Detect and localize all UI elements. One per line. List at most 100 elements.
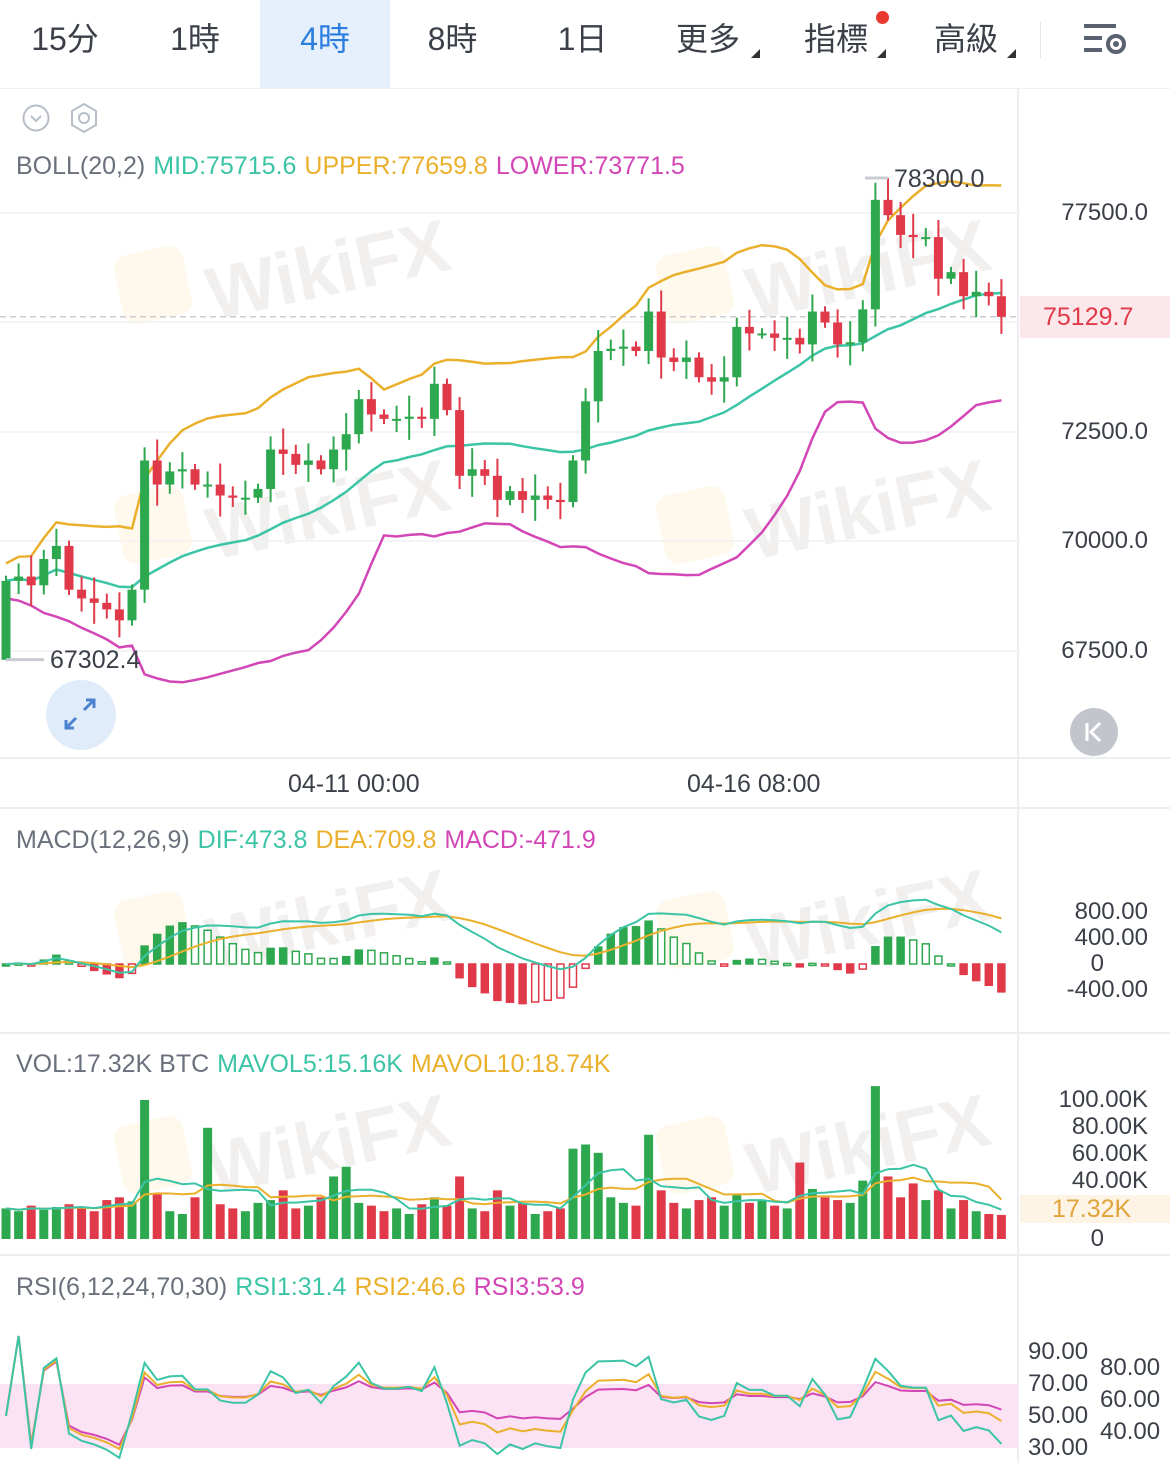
volume-bar [833, 1200, 843, 1239]
candle-body [404, 416, 414, 419]
candle-body [329, 449, 339, 470]
volume-bar [896, 1197, 906, 1239]
jump-to-latest-icon[interactable] [1070, 708, 1118, 756]
chart-settings-icon[interactable] [1082, 20, 1130, 60]
candle-body [51, 545, 61, 560]
candle-body [467, 469, 477, 476]
rsi1-line [5, 1335, 1003, 1460]
tab-1h[interactable]: 1時 [135, 0, 255, 88]
rsi-axis-label: 70.00 [1028, 1370, 1089, 1397]
tab-label: 指標 [803, 21, 868, 57]
candle-body [1, 580, 11, 660]
vol-axis-label: 0 [1090, 1225, 1104, 1252]
macd-histogram-bar [581, 963, 590, 970]
macd-histogram-bar [442, 961, 452, 965]
macd-histogram-bar [669, 936, 679, 965]
macd-title: MACD(12,26,9) [16, 826, 190, 854]
macd-histogram-bar [467, 963, 477, 988]
macd-histogram-bar [858, 963, 868, 970]
volume-bar [807, 1188, 817, 1239]
expand-arrows-icon[interactable] [46, 680, 116, 750]
chevron-down-circle-icon[interactable] [22, 104, 50, 132]
candle-body [152, 460, 162, 485]
last-volume-label: 17.32K [1052, 1195, 1132, 1223]
volume-bar [203, 1127, 213, 1239]
volume-bar [102, 1200, 112, 1239]
candle-body [266, 449, 276, 489]
candle-body [858, 309, 868, 343]
volume-bar [681, 1208, 691, 1239]
macd-histogram-bar [291, 950, 301, 965]
boll-mid-line [5, 291, 1002, 589]
boll-title: BOLL(20,2) [16, 152, 146, 180]
tab-1d[interactable]: 1日 [520, 0, 645, 88]
candle-body [480, 469, 490, 476]
candle-body [165, 471, 175, 485]
macd-histogram-bar [644, 920, 653, 965]
price-axis-label: 67500.0 [1061, 637, 1148, 664]
macd-histogram-bar [178, 922, 187, 965]
macd-histogram-bar [430, 957, 439, 965]
macd-histogram-bar [745, 958, 754, 965]
volume-bar [543, 1211, 553, 1239]
volume-bar [253, 1202, 263, 1239]
candle-body [946, 272, 956, 279]
advanced-dropdown[interactable]: 高級 [930, 0, 1016, 88]
volume-bar [555, 1208, 565, 1239]
dropdown-triangle-icon [751, 49, 760, 58]
boll-upper-line [5, 180, 1002, 565]
macd-histogram-bar [908, 939, 918, 965]
volume-bar [984, 1213, 994, 1239]
volume-bar [89, 1211, 99, 1239]
macd-legend: MACD(12,26,9) DIF:473.8 DEA:709.8 MACD:-471… [16, 826, 604, 854]
volume-bar [933, 1190, 943, 1239]
candle-body [518, 491, 528, 500]
volume-bar [870, 1086, 880, 1239]
macd-axis-label: 400.00 [1074, 924, 1148, 951]
rsi3: RSI3:53.9 [473, 1273, 585, 1301]
hexagon-gear-icon[interactable] [68, 102, 100, 134]
volume-bar [240, 1211, 250, 1239]
time-axis-label: 04-16 08:00 [687, 770, 821, 798]
candle-body [442, 383, 452, 411]
tab-label: 1時 [170, 21, 220, 57]
candle-body [719, 377, 729, 382]
tab-label: 高級 [933, 21, 998, 57]
candle-body [618, 346, 628, 349]
macd-histogram-bar [518, 963, 527, 1005]
volume-bar [467, 1208, 477, 1239]
candle-body [39, 559, 49, 586]
time-axis-label: 04-11 00:00 [288, 770, 420, 798]
boll-lower-line [5, 399, 1002, 684]
macd-histogram-bar [883, 936, 893, 965]
low-marker-label: 67302.4 [50, 646, 141, 674]
candle-body [770, 333, 780, 338]
boll-lower: LOWER:73771.5 [495, 152, 685, 180]
rsi3-line [5, 1335, 1002, 1447]
tab-4h[interactable]: 4時 [260, 0, 390, 88]
macd-dea-line [5, 907, 1002, 969]
macd-histogram-bar [845, 963, 855, 974]
indicators-dropdown[interactable]: 指標 [800, 0, 886, 88]
tab-label: 4時 [300, 21, 350, 57]
more-dropdown[interactable]: 更多 [668, 0, 760, 88]
macd-histogram-bar [820, 963, 830, 967]
macd-histogram-bar [228, 942, 238, 965]
volume-bar [266, 1200, 276, 1239]
volume-bar [492, 1190, 502, 1239]
macd-histogram-bar [367, 949, 376, 965]
volume-bar [303, 1205, 313, 1239]
tab-15min[interactable]: 15分 [10, 0, 120, 88]
macd-histogram-bar [959, 963, 968, 976]
tab-8h[interactable]: 8時 [390, 0, 515, 88]
candle-body [303, 460, 313, 465]
rsi-axis-label: 50.00 [1028, 1402, 1089, 1429]
macd-histogram-bar [782, 962, 792, 967]
macd-histogram-bar [682, 942, 691, 965]
volume-bar [719, 1205, 729, 1239]
macd-histogram-bar [304, 953, 313, 965]
volume-bar [392, 1208, 402, 1239]
macd-histogram-bar [455, 963, 464, 979]
volume-bar [404, 1213, 414, 1239]
